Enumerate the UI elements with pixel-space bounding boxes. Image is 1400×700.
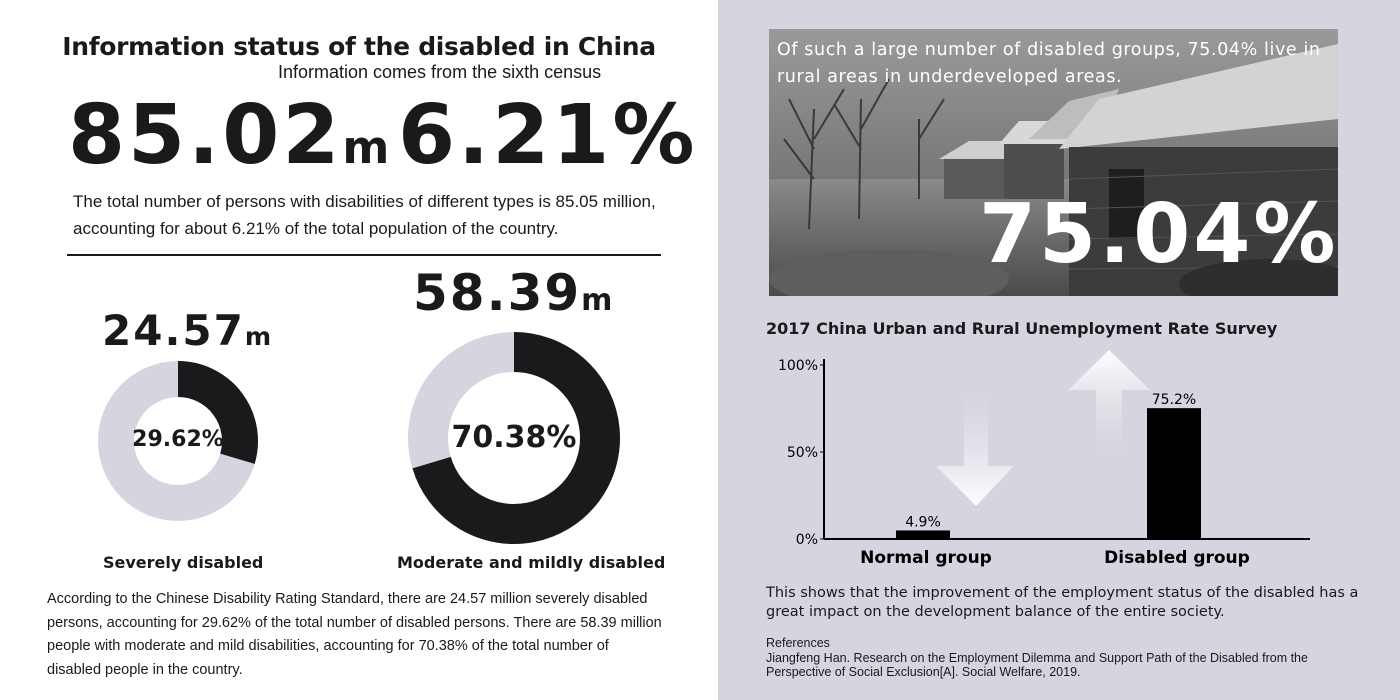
moderate-donut-chart: [408, 332, 620, 544]
chart-axes: 0% 50% 100%: [778, 358, 1310, 548]
severe-value: 24.57m: [102, 310, 271, 352]
bar-disabled-group: [1147, 408, 1201, 539]
moderate-donut-segment: [412, 332, 620, 544]
page-subtitle: Information comes from the sixth census: [278, 62, 602, 82]
moderate-percent-label: 70.38%: [451, 420, 577, 455]
y-tick-label: 50%: [787, 445, 818, 461]
total-disabled-percent: 6.21%: [398, 88, 698, 183]
bar-value-label: 4.9%: [905, 514, 941, 530]
section-divider: [67, 254, 661, 256]
rural-village-photo: Of such a large number of disabled group…: [769, 29, 1338, 296]
rural-percent: 75.04%: [979, 187, 1338, 282]
reference-entry: Jiangfeng Han. Research on the Employmen…: [766, 650, 1308, 680]
severe-label: Severely disabled: [103, 553, 264, 572]
moderate-value: 58.39m: [413, 268, 612, 318]
photo-caption: Of such a large number of disabled group…: [777, 40, 1321, 87]
severe-percent-label: 29.62%: [132, 427, 224, 452]
moderate-label: Moderate and mildly disabled: [397, 553, 666, 572]
chart-title: 2017 China Urban and Rural Unemployment …: [766, 319, 1278, 338]
total-disabled-value: 85.02: [68, 88, 343, 183]
y-tick-label: 100%: [778, 358, 818, 374]
severe-value-number: 24.57: [102, 306, 245, 355]
page-title: Information status of the disabled in Ch…: [62, 32, 656, 61]
down-arrow-icon: [936, 388, 1014, 506]
x-category-label: Disabled group: [1104, 548, 1250, 568]
chart-bars: 4.9% Normal group 75.2% Disabled group: [860, 392, 1250, 568]
severe-donut-chart: [98, 361, 258, 521]
references-heading: References: [766, 636, 830, 650]
x-category-label: Normal group: [860, 548, 992, 568]
moderate-value-unit: m: [581, 283, 613, 318]
bar-normal-group: [896, 530, 950, 539]
y-tick-label: 0%: [796, 532, 818, 548]
rating-standard-text: According to the Chinese Disability Rati…: [47, 591, 662, 678]
summary-text: The total number of persons with disabil…: [73, 192, 656, 238]
references: References Jiangfeng Han. Research on th…: [766, 636, 1366, 680]
total-disabled-number: 85.02m: [68, 95, 389, 177]
conclusion-text: This shows that the improvement of the e…: [766, 585, 1359, 620]
unemployment-bar-chart: 0% 50% 100% 4.9% Normal group 75.2% Disabled …: [778, 350, 1310, 568]
left-panel: Information status of the disabled in Ch…: [47, 32, 698, 678]
up-arrow-icon: [1068, 350, 1150, 460]
moderate-value-number: 58.39: [413, 264, 582, 322]
severe-donut-segment: [177, 361, 258, 464]
rural-village-image: [769, 29, 1338, 296]
total-disabled-unit: m: [342, 121, 390, 174]
bar-value-label: 75.2%: [1152, 392, 1196, 408]
severe-value-unit: m: [244, 322, 272, 351]
